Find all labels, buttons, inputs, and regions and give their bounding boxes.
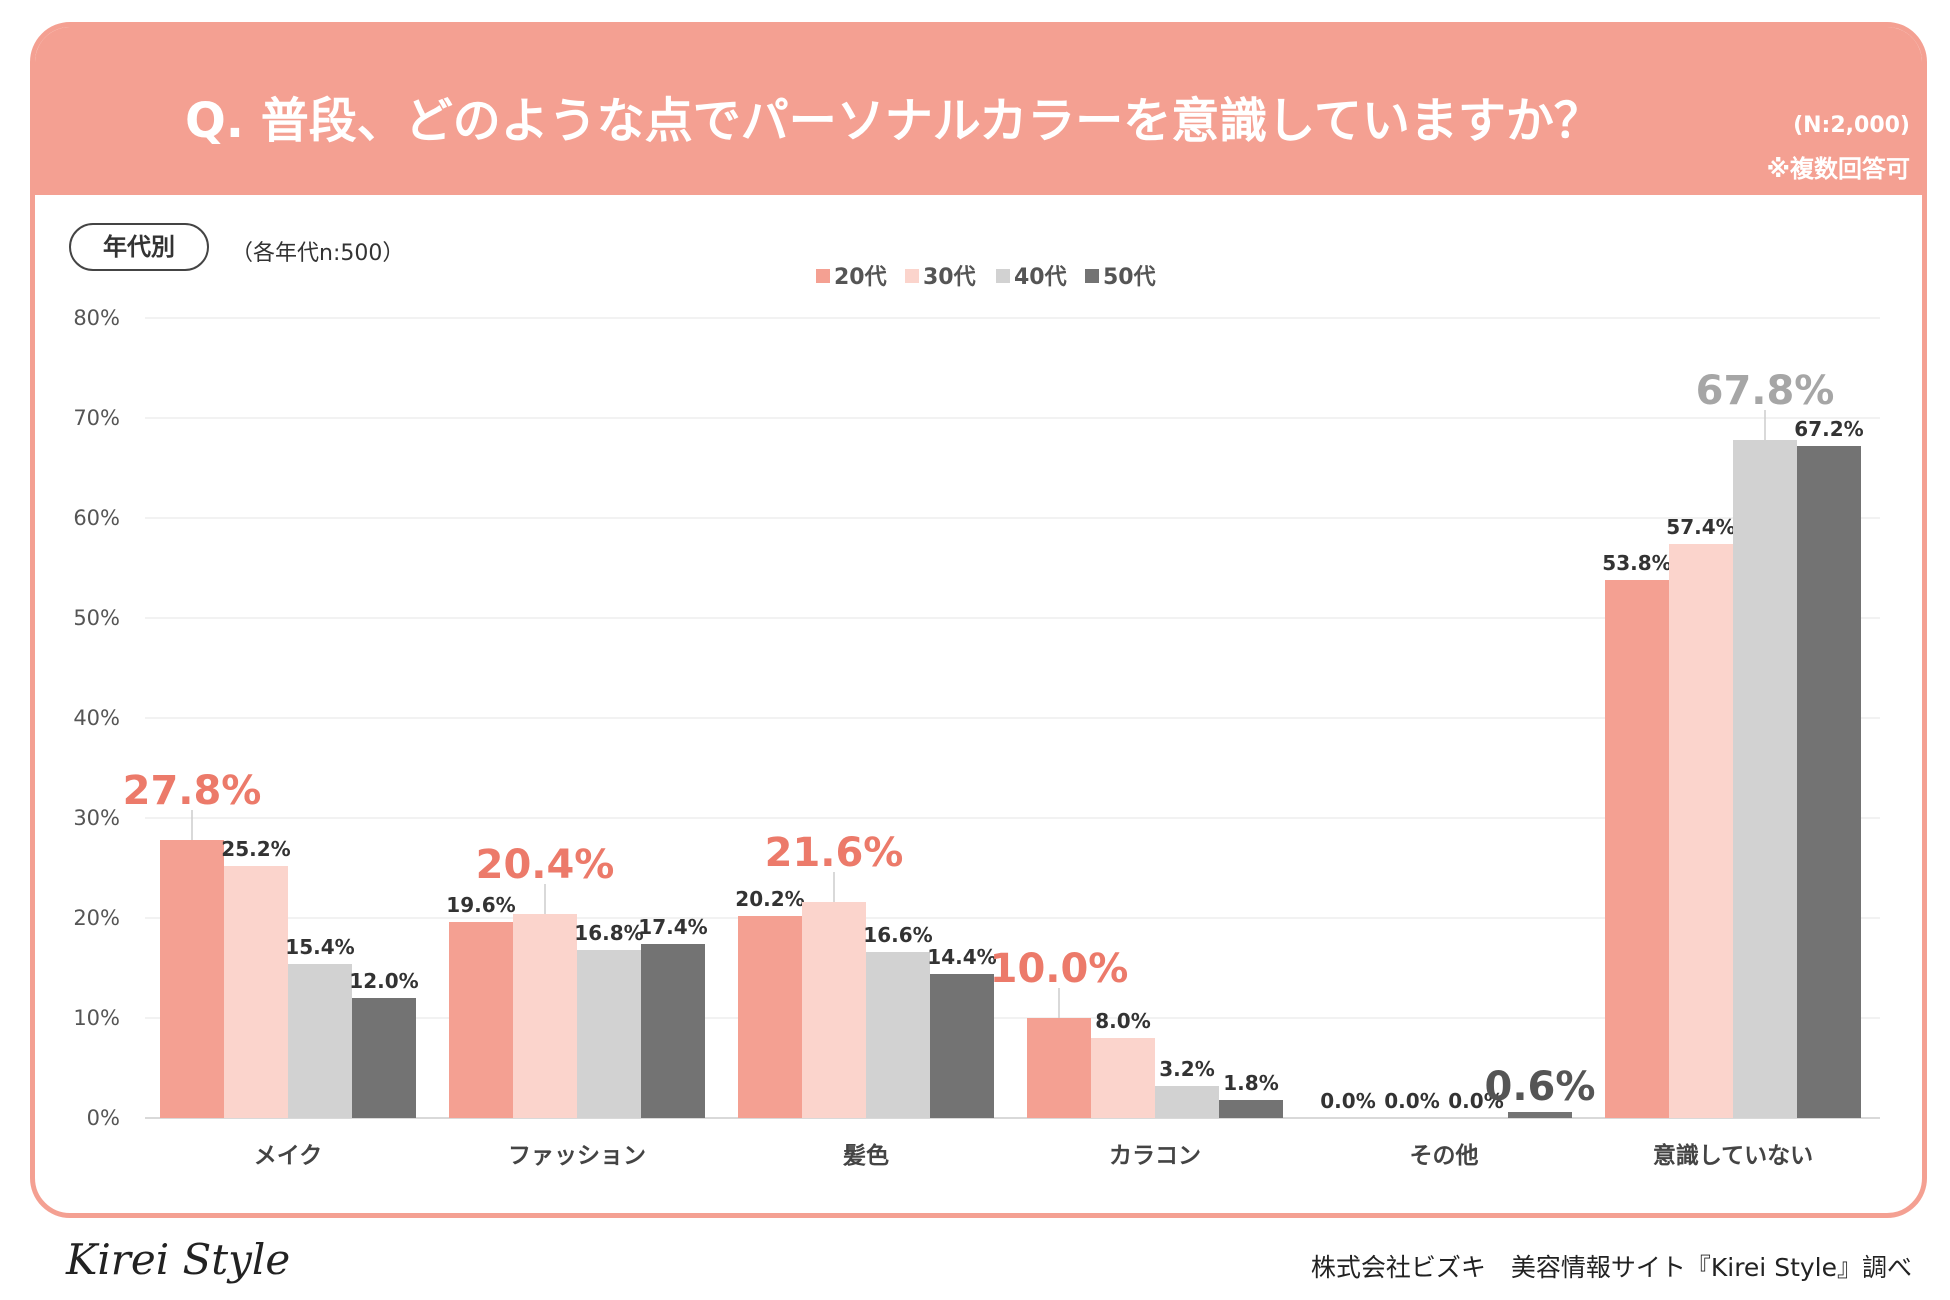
data-label: 0.0%: [1384, 1089, 1439, 1113]
highlight-data-label: 0.6%: [1485, 1064, 1596, 1110]
bar: [1669, 544, 1733, 1118]
category-label: ファッション: [508, 1143, 646, 1169]
highlight-data-label: 27.8%: [123, 768, 262, 814]
category-label: 髪色: [842, 1142, 889, 1169]
sample-size: (N:2,000): [1793, 113, 1910, 138]
data-label: 16.6%: [863, 923, 932, 947]
legend-label: 40代: [1014, 265, 1067, 290]
header-banner: Q. 普段、どのような点でパーソナルカラーを意識していますか？ (N:2,000…: [35, 27, 1922, 195]
data-label: 8.0%: [1095, 1009, 1150, 1033]
legend-swatch: [816, 269, 830, 283]
data-label: 1.8%: [1223, 1071, 1278, 1095]
category-label: 意識していない: [1653, 1142, 1813, 1169]
y-tick-label: 0%: [87, 1106, 120, 1130]
data-label: 15.4%: [285, 935, 354, 959]
legend-label: 50代: [1103, 265, 1156, 290]
bar: [641, 944, 705, 1118]
bar: [160, 840, 224, 1118]
category-label: その他: [1410, 1143, 1479, 1169]
question-title: Q. 普段、どのような点でパーソナルカラーを意識していますか？: [185, 93, 1602, 149]
data-label: 0.0%: [1320, 1089, 1375, 1113]
legend-label: 30代: [923, 265, 976, 290]
source-credit: 株式会社ビズキ 美容情報サイト『Kirei Style』調べ: [1310, 1253, 1912, 1282]
y-tick-label: 60%: [73, 506, 120, 530]
legend-label: 20代: [834, 265, 887, 290]
bar: [866, 952, 930, 1118]
bar: [352, 998, 416, 1118]
data-label: 57.4%: [1666, 515, 1735, 539]
data-label: 17.4%: [638, 915, 707, 939]
breakdown-sample-note: （各年代n:500）: [231, 241, 405, 266]
bar: [738, 916, 802, 1118]
bar: [1155, 1086, 1219, 1118]
highlight-data-label: 10.0%: [990, 946, 1129, 992]
data-label: 20.2%: [735, 887, 804, 911]
data-label: 16.8%: [574, 921, 643, 945]
y-tick-label: 70%: [73, 406, 120, 430]
bar: [449, 922, 513, 1118]
data-label: 3.2%: [1159, 1057, 1214, 1081]
highlight-data-label: 20.4%: [476, 842, 615, 888]
data-label: 25.2%: [221, 837, 290, 861]
data-label: 67.2%: [1794, 417, 1863, 441]
bar: [288, 964, 352, 1118]
bar: [1091, 1038, 1155, 1118]
bar: [1797, 446, 1861, 1118]
data-label: 14.4%: [927, 945, 996, 969]
y-tick-label: 20%: [73, 906, 120, 930]
bar: [1508, 1112, 1572, 1118]
y-tick-label: 80%: [73, 306, 120, 330]
multiple-answer-note: ※複数回答可: [1766, 155, 1910, 183]
bar: [1733, 440, 1797, 1118]
bar: [1605, 580, 1669, 1118]
bar: [1027, 1018, 1091, 1118]
breakdown-pill: 年代別: [69, 223, 209, 271]
bar: [224, 866, 288, 1118]
kirei-style-logo: Kirei Style: [66, 1235, 291, 1284]
legend-swatch: [905, 269, 919, 283]
highlight-data-label: 21.6%: [765, 830, 904, 876]
data-label: 0.0%: [1448, 1089, 1503, 1113]
bar: [513, 914, 577, 1118]
highlight-data-label: 67.8%: [1696, 368, 1835, 414]
bar: [930, 974, 994, 1118]
legend-swatch: [1085, 269, 1099, 283]
data-label: 53.8%: [1602, 551, 1671, 575]
legend-swatch: [996, 269, 1010, 283]
bar: [802, 902, 866, 1118]
y-tick-label: 50%: [73, 606, 120, 630]
category-label: メイク: [254, 1143, 323, 1169]
bar: [1219, 1100, 1283, 1118]
y-tick-label: 30%: [73, 806, 120, 830]
y-tick-label: 10%: [73, 1006, 120, 1030]
y-tick-label: 40%: [73, 706, 120, 730]
data-label: 12.0%: [349, 969, 418, 993]
bar: [577, 950, 641, 1118]
category-label: カラコン: [1109, 1143, 1201, 1169]
data-label: 19.6%: [446, 893, 515, 917]
